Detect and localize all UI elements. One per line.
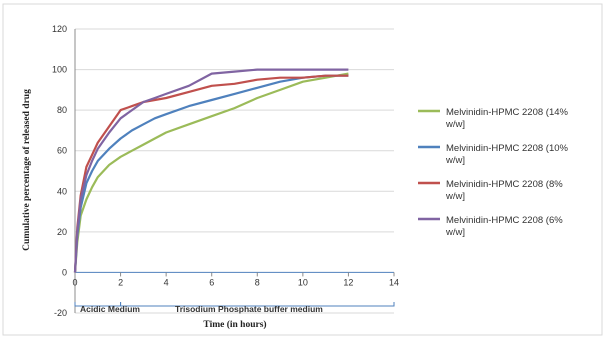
acidic-medium-annotation: Acidic Medium (80, 304, 140, 314)
y-tick-label: 20 (57, 227, 67, 237)
buffer-medium-annotation: Trisodium Phosphate buffer medium (175, 304, 323, 314)
legend-label: Melvinidin-HPMC 2208 (6% (446, 215, 563, 226)
y-tick-label: 100 (52, 65, 67, 75)
x-tick-label: 12 (343, 277, 353, 287)
legend-label: Melvinidin-HPMC 2208 (8% (446, 179, 563, 190)
y-tick-label: 120 (52, 24, 67, 34)
y-tick-label: 40 (57, 186, 67, 196)
x-axis-label: Time (in hours) (203, 319, 266, 330)
legend: Melvinidin-HPMC 2208 (14%w/w]Melvinidin-… (418, 107, 569, 238)
x-tick-label: 2 (118, 277, 123, 287)
chart-border (2, 3, 603, 336)
legend-label: w/w] (445, 155, 465, 166)
axis-labels: Cumulative percentage of released drug T… (22, 89, 323, 330)
x-tick-label: 10 (298, 277, 308, 287)
legend-label: Melvinidin-HPMC 2208 (10% (446, 143, 569, 154)
y-axis-label: Cumulative percentage of released drug (22, 89, 32, 251)
x-tick-label: 8 (255, 277, 260, 287)
series-line-4 (73, 68, 349, 273)
series-line-1 (73, 72, 349, 273)
series-line-2 (73, 74, 349, 273)
x-tick-label: 0 (72, 277, 77, 287)
legend-label: w/w] (445, 227, 465, 238)
legend-label: w/w] (445, 191, 465, 202)
y-tick-label: -20 (54, 308, 67, 318)
y-tick-label: 0 (62, 267, 67, 277)
legend-label: Melvinidin-HPMC 2208 (14% (446, 107, 569, 118)
legend-label: w/w] (445, 119, 465, 130)
y-tick-label: 80 (57, 105, 67, 115)
series-lines (73, 68, 349, 273)
x-tick-label: 4 (164, 277, 169, 287)
y-tick-label: 60 (57, 146, 67, 156)
x-tick-label: 6 (209, 277, 214, 287)
x-tick-label: 14 (389, 277, 399, 287)
buffer-medium-bracket (120, 302, 395, 307)
